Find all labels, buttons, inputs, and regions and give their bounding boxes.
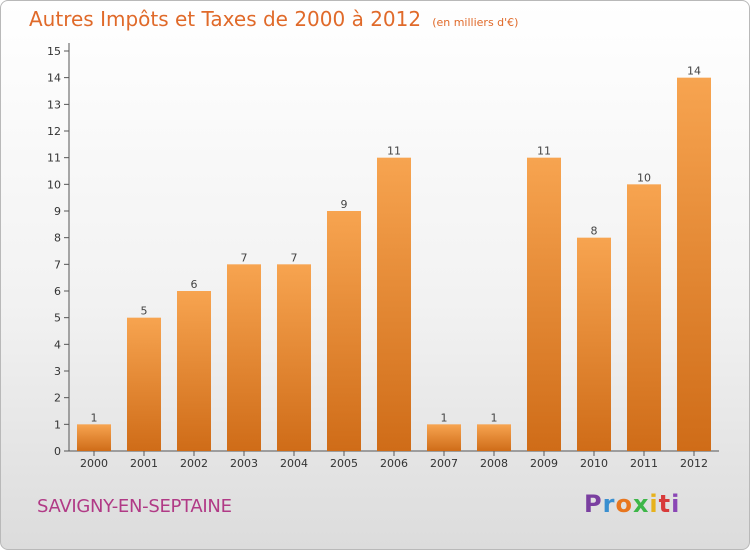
title-unit: (en milliers d'€) <box>432 16 519 29</box>
x-tick-label: 2000 <box>80 457 108 470</box>
y-tick-label: 3 <box>54 365 61 378</box>
y-tick-label: 4 <box>54 338 61 351</box>
bar-2001 <box>127 317 161 451</box>
bar-2010 <box>577 237 611 451</box>
y-tick-label: 2 <box>54 392 61 405</box>
x-tick-label: 2010 <box>580 457 608 470</box>
y-tick-label: 14 <box>47 72 61 85</box>
x-tick-label: 2003 <box>230 457 258 470</box>
data-label: 9 <box>341 198 348 211</box>
data-label: 6 <box>191 278 198 291</box>
x-tick-label: 2012 <box>680 457 708 470</box>
bar-2003 <box>227 264 261 451</box>
y-tick-label: 5 <box>54 312 61 325</box>
x-tick-label: 2011 <box>630 457 658 470</box>
x-tick-label: 2009 <box>530 457 558 470</box>
logo-letter: i <box>649 490 659 518</box>
bar-2008 <box>477 424 511 451</box>
data-label: 10 <box>637 171 651 184</box>
chart-title: Autres Impôts et Taxes de 2000 à 2012 (e… <box>29 7 518 31</box>
data-label: 5 <box>141 305 148 318</box>
bar-2000 <box>77 424 111 451</box>
y-tick-label: 1 <box>54 418 61 431</box>
x-tick-label: 2008 <box>480 457 508 470</box>
logo-letter: o <box>615 490 633 518</box>
y-tick-label: 11 <box>47 152 61 165</box>
data-label: 1 <box>441 411 448 424</box>
x-tick-label: 2001 <box>130 457 158 470</box>
y-tick-label: 0 <box>54 445 61 458</box>
bar-2002 <box>177 291 211 451</box>
y-tick-label: 12 <box>47 125 61 138</box>
y-tick-label: 15 <box>47 45 61 58</box>
bar-2006 <box>377 157 411 451</box>
logo-letter: t <box>658 490 672 518</box>
x-tick-label: 2004 <box>280 457 308 470</box>
logo-letter: P <box>584 490 603 518</box>
y-tick-label: 9 <box>54 205 61 218</box>
y-tick-label: 7 <box>54 258 61 271</box>
y-tick-label: 10 <box>47 178 61 191</box>
data-label: 14 <box>687 65 701 78</box>
data-label: 1 <box>491 411 498 424</box>
bar-2012 <box>677 77 711 452</box>
x-tick-label: 2007 <box>430 457 458 470</box>
y-tick-label: 6 <box>54 285 61 298</box>
y-tick-label: 8 <box>54 232 61 245</box>
data-label: 11 <box>387 145 401 158</box>
data-label: 11 <box>537 145 551 158</box>
data-label: 7 <box>241 251 248 264</box>
bar-2005 <box>327 211 361 451</box>
x-tick-label: 2005 <box>330 457 358 470</box>
x-tick-label: 2002 <box>180 457 208 470</box>
x-tick-label: 2006 <box>380 457 408 470</box>
data-label: 7 <box>291 251 298 264</box>
bar-2007 <box>427 424 461 451</box>
title-text: Autres Impôts et Taxes de 2000 à 2012 <box>29 7 422 31</box>
data-label: 1 <box>91 411 98 424</box>
data-label: 8 <box>591 225 598 238</box>
bar-2004 <box>277 264 311 451</box>
bar-2011 <box>627 184 661 452</box>
place-name: SAVIGNY-EN-SEPTAINE <box>37 496 232 517</box>
bars <box>77 77 711 452</box>
logo-letter: r <box>602 490 616 518</box>
proxiti-logo: Proxiti <box>584 490 680 518</box>
y-tick-label: 13 <box>47 98 61 111</box>
logo-letter: i <box>671 490 681 518</box>
logo-letter: x <box>632 490 650 518</box>
bar-2009 <box>527 157 561 451</box>
